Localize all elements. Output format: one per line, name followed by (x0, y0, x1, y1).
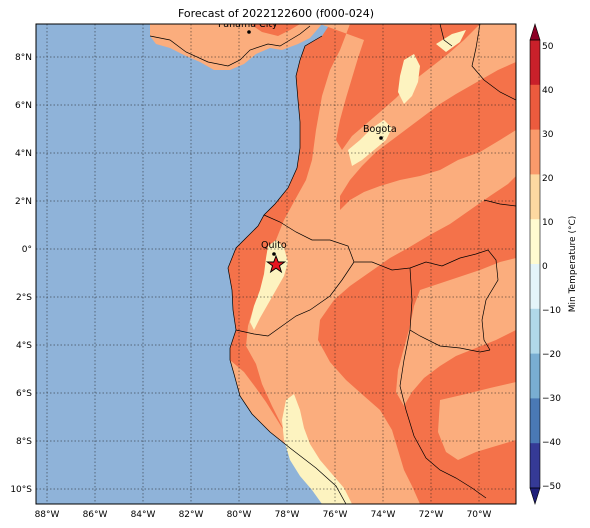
colorbar-tick: 20 (542, 174, 554, 184)
lon-label: 74°W (371, 510, 396, 520)
colorbar-tick-labels: 50 40 30 20 10 0 −10 −20 −30 −40 −50 (542, 42, 561, 492)
lon-label: 82°W (179, 510, 204, 520)
colorbar-band (530, 308, 540, 355)
colorbar-frame (529, 39, 541, 489)
colorbar: 50 40 30 20 10 0 −10 −20 −30 −40 −50 Min… (529, 22, 578, 506)
graticule (36, 24, 516, 504)
colorbar-tick: 30 (542, 130, 554, 140)
colorbar-bottom-arrow (529, 487, 541, 506)
lat-label: 2°S (16, 293, 32, 303)
colorbar-tick: 0 (542, 262, 548, 272)
lat-label: 8°N (15, 53, 32, 63)
longitude-labels: 88°W 86°W 84°W 82°W 80°W 78°W 76°W 74°W … (35, 510, 492, 520)
country-borders (149, 24, 516, 504)
lon-label: 78°W (275, 510, 300, 520)
bogota-marker (379, 136, 383, 140)
lon-label: 70°W (467, 510, 492, 520)
colorbar-band (530, 219, 540, 265)
map-plot-area: Panama City Bogota Quito (36, 19, 516, 504)
colorbar-tick: −20 (542, 350, 561, 360)
colorbar-band (530, 443, 540, 489)
lat-label: 6°N (15, 101, 32, 111)
cool-band-region (246, 24, 516, 504)
colorbar-tick: −10 (542, 306, 561, 316)
andes-cold-band-ne (398, 54, 420, 104)
quito-marker (272, 252, 276, 256)
lon-label: 76°W (323, 510, 348, 520)
colorbar-tick: 40 (542, 86, 554, 96)
colorbar-top-arrow (529, 22, 541, 41)
quito-label: Quito (261, 240, 287, 251)
map-frame (35, 23, 517, 505)
bogota-label: Bogota (363, 124, 397, 135)
lat-label: 10°S (10, 485, 32, 495)
amazon-cool-patch-2 (438, 382, 516, 460)
panama-city-label: Panama City (218, 19, 278, 30)
colorbar-tick: −50 (542, 482, 561, 492)
andes-cold-band-north (348, 120, 392, 166)
lon-label: 88°W (35, 510, 60, 520)
andes-cold-band-south (282, 394, 352, 504)
map-title: Forecast of 2022122600 (f000-024) (177, 7, 375, 20)
coastal-cool-region (230, 360, 346, 504)
lon-label: 84°W (131, 510, 156, 520)
lat-label: 8°S (16, 437, 32, 447)
colorbar-tick: −40 (542, 438, 561, 448)
colorbar-band (530, 264, 540, 310)
lat-label: 6°S (16, 389, 32, 399)
andes-cold-band-top (436, 30, 466, 52)
forecast-point-star-icon (265, 254, 287, 274)
lat-label: 4°N (15, 149, 32, 159)
colorbar-band (530, 129, 540, 175)
colorbar-label: Min Temperature (°C) (568, 216, 578, 313)
lat-label: 2°N (15, 197, 32, 207)
lat-label: 0° (22, 245, 32, 255)
colorbar-band (530, 40, 540, 86)
amazon-cool-patch (396, 258, 516, 406)
colorbar-band (530, 84, 540, 131)
lon-label: 80°W (227, 510, 252, 520)
colorbar-bands (530, 40, 540, 489)
colorbar-tick: 10 (542, 218, 554, 228)
colorbar-band (530, 353, 540, 399)
latitude-labels: 8°N 6°N 4°N 2°N 0° 2°S 4°S 6°S 8°S 10°S (10, 53, 32, 495)
colorbar-band (530, 398, 540, 444)
colorbar-tick: −30 (542, 394, 561, 404)
colorbar-band (530, 174, 540, 220)
colorbar-tick: 50 (542, 42, 554, 52)
lon-label: 72°W (419, 510, 444, 520)
lat-label: 4°S (16, 341, 32, 351)
panama-city-marker (247, 30, 251, 34)
lon-label: 86°W (83, 510, 108, 520)
central-america-land (150, 24, 322, 70)
